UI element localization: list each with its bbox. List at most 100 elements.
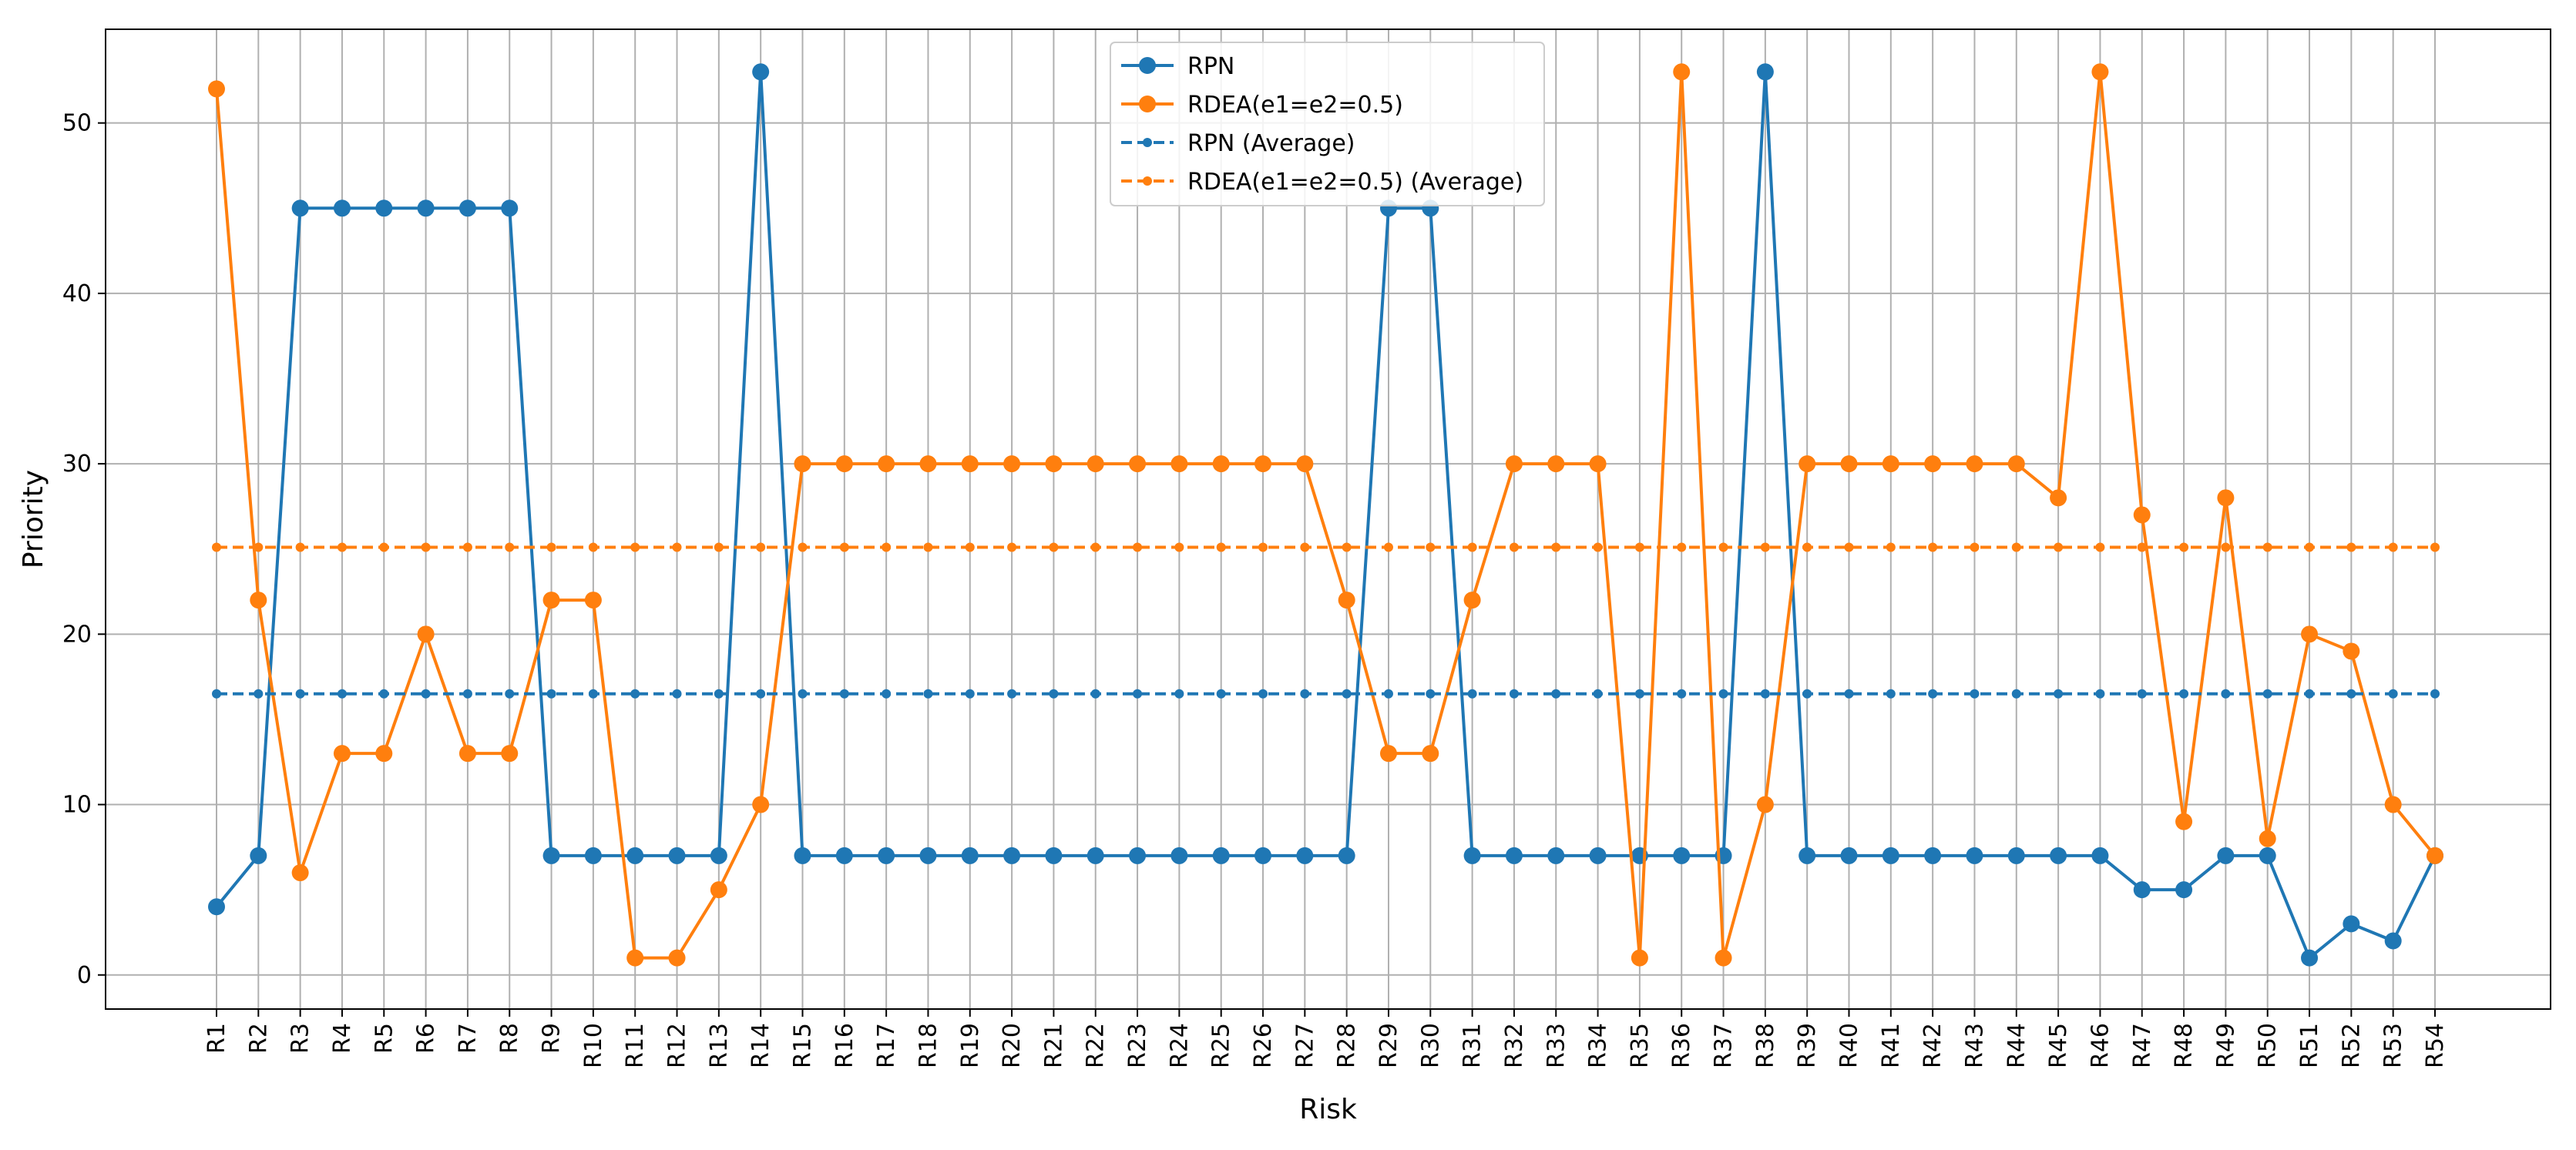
x-tick-label: R34 — [1585, 1023, 1612, 1068]
data-point — [1467, 689, 1477, 699]
data-point — [1509, 689, 1519, 699]
data-point — [1551, 542, 1561, 552]
data-point — [1547, 455, 1565, 473]
data-point — [2388, 542, 2398, 552]
data-point — [1798, 847, 1816, 864]
data-point — [714, 542, 724, 552]
x-tick-label: R1 — [203, 1023, 230, 1054]
data-point — [1673, 847, 1691, 864]
data-point — [337, 689, 347, 699]
data-point — [379, 542, 389, 552]
data-point — [2007, 847, 2025, 864]
data-point — [1007, 542, 1017, 552]
data-point — [1798, 455, 1816, 473]
data-point — [835, 847, 853, 864]
data-point — [584, 592, 602, 609]
data-point — [212, 689, 221, 699]
x-tick-label: R25 — [1208, 1023, 1235, 1068]
data-point — [1467, 542, 1477, 552]
x-tick-label: R41 — [1878, 1023, 1905, 1068]
x-tick-label: R6 — [413, 1023, 440, 1054]
legend-label: RPN (Average) — [1187, 130, 1355, 157]
x-tick-label: R23 — [1124, 1023, 1151, 1068]
y-tick-label: 0 — [77, 962, 92, 989]
data-point — [878, 455, 895, 473]
data-point — [546, 689, 556, 699]
data-point — [1129, 455, 1147, 473]
data-point — [379, 689, 389, 699]
legend-label: RDEA(e1=e2=0.5) — [1187, 92, 1403, 119]
data-point — [291, 199, 309, 217]
data-point — [1383, 542, 1393, 552]
data-point — [1718, 542, 1728, 552]
x-tick-label: R19 — [957, 1023, 984, 1068]
data-point — [1673, 63, 1691, 81]
data-point — [2384, 796, 2402, 813]
series-group — [208, 63, 2443, 967]
y-tick-label: 20 — [62, 621, 92, 648]
data-point — [878, 847, 895, 864]
data-point — [1634, 542, 1644, 552]
data-point — [2054, 542, 2064, 552]
legend-marker — [1139, 57, 1156, 74]
x-tick-label: R45 — [2045, 1023, 2072, 1068]
data-point — [626, 847, 644, 864]
data-point — [254, 689, 264, 699]
data-point — [2388, 689, 2398, 699]
data-point — [2430, 689, 2440, 699]
data-point — [1212, 847, 1230, 864]
data-point — [1212, 455, 1230, 473]
data-point — [1593, 542, 1603, 552]
data-point — [919, 455, 937, 473]
plot-frame — [105, 28, 2551, 1010]
data-point — [965, 689, 975, 699]
y-tick-label: 10 — [62, 792, 92, 819]
data-point — [1634, 689, 1644, 699]
legend-label: RPN — [1187, 53, 1234, 80]
data-point — [2343, 642, 2360, 660]
x-tick-label: R2 — [245, 1023, 272, 1054]
data-point — [1840, 455, 1858, 473]
x-tick-label: R4 — [329, 1023, 356, 1054]
x-tick-label: R43 — [1961, 1023, 1988, 1068]
data-point — [2217, 847, 2235, 864]
x-tick-label: R54 — [2422, 1023, 2449, 1068]
data-point — [1007, 689, 1017, 699]
data-point — [1718, 689, 1728, 699]
data-point — [462, 689, 472, 699]
data-point — [1505, 455, 1523, 473]
x-tick-label: R30 — [1417, 1023, 1444, 1068]
data-point — [1589, 847, 1607, 864]
data-point — [421, 689, 431, 699]
x-tick-label: R18 — [915, 1023, 942, 1068]
data-point — [1254, 455, 1272, 473]
y-tick-label: 40 — [62, 280, 92, 307]
data-point — [1170, 847, 1188, 864]
data-point — [1715, 949, 1732, 967]
data-point — [1174, 542, 1184, 552]
data-point — [1631, 949, 1648, 967]
data-point — [1882, 455, 1899, 473]
x-tick-label: R37 — [1711, 1023, 1738, 1068]
legend-marker — [1143, 138, 1152, 147]
data-point — [584, 847, 602, 864]
data-point — [710, 881, 727, 899]
x-axis-title: Risk — [1299, 1094, 1357, 1125]
data-point — [2427, 847, 2443, 864]
data-point — [212, 542, 221, 552]
data-point — [2221, 689, 2231, 699]
data-point — [1463, 847, 1481, 864]
data-point — [1928, 542, 1938, 552]
data-point — [2095, 689, 2105, 699]
data-point — [1383, 689, 1393, 699]
data-point — [588, 542, 598, 552]
x-tick-label: R24 — [1166, 1023, 1193, 1068]
data-point — [961, 455, 979, 473]
x-tick-label: R35 — [1627, 1023, 1654, 1068]
data-point — [1760, 542, 1770, 552]
data-point — [458, 199, 476, 217]
series-3 — [212, 542, 2440, 552]
data-point — [1882, 847, 1899, 864]
data-point — [714, 689, 724, 699]
